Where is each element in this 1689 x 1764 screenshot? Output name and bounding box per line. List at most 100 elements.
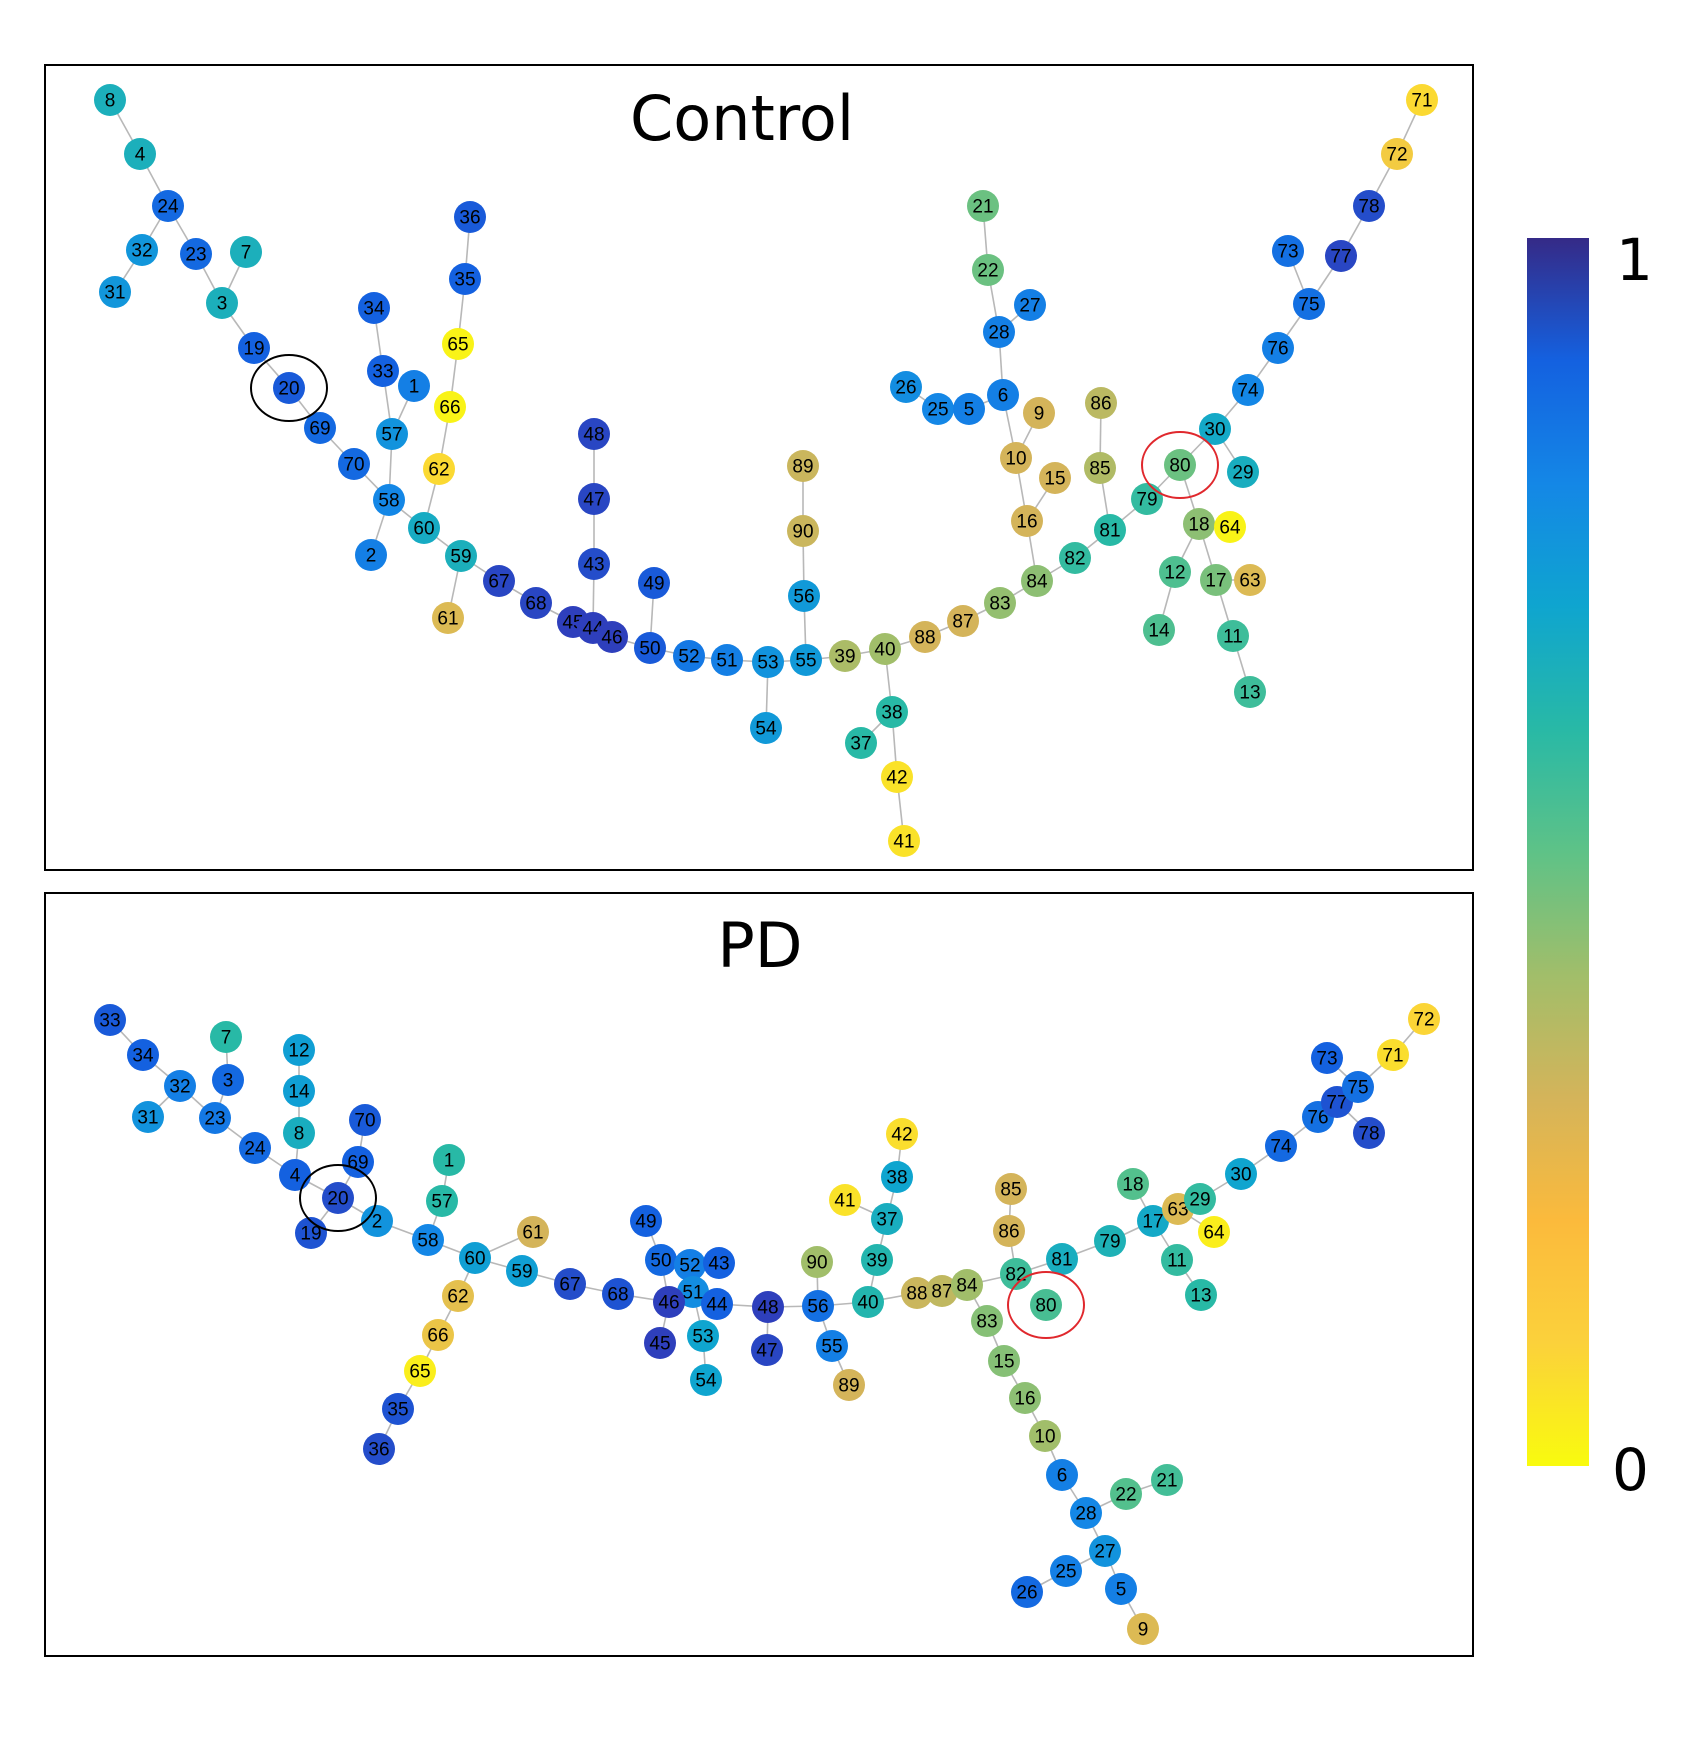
node-4: 4 [124, 138, 156, 170]
node-circle [886, 1118, 918, 1150]
panel-pd-frame [44, 892, 1474, 1657]
node-59: 59 [445, 540, 477, 572]
node-label: 50 [650, 1251, 671, 1272]
node-label: 46 [601, 628, 622, 649]
node-label: 73 [1316, 1049, 1337, 1070]
node-circle [1105, 1573, 1137, 1605]
node-label: 69 [309, 419, 330, 440]
node-89: 89 [833, 1369, 865, 1401]
node-66: 66 [422, 1319, 454, 1351]
node-label: 14 [1148, 621, 1170, 642]
node-28: 28 [1070, 1497, 1102, 1529]
node-label: 76 [1267, 339, 1288, 360]
node-circle [1199, 413, 1231, 445]
node-circle [1185, 1279, 1217, 1311]
node-52: 52 [673, 640, 705, 672]
node-24: 24 [152, 190, 184, 222]
node-circle [1030, 1289, 1062, 1321]
node-41: 41 [888, 825, 920, 857]
node-label: 34 [132, 1046, 154, 1067]
node-36: 36 [454, 201, 486, 233]
node-label: 56 [807, 1297, 828, 1318]
node-67: 67 [483, 565, 515, 597]
node-26: 26 [1011, 1576, 1043, 1608]
node-circle [1000, 442, 1032, 474]
node-label: 26 [895, 378, 916, 399]
node-circle [995, 1173, 1027, 1205]
node-circle [408, 512, 440, 544]
node-label: 8 [294, 1124, 305, 1145]
node-circle [634, 632, 666, 664]
node-circle [1050, 1555, 1082, 1587]
node-84: 84 [951, 1269, 983, 1301]
node-88: 88 [901, 1277, 933, 1309]
node-circle [1143, 614, 1175, 646]
node-circle [1161, 1244, 1193, 1276]
node-label: 7 [221, 1028, 232, 1049]
node-circle [1094, 514, 1126, 546]
node-label: 49 [643, 574, 664, 595]
node-circle [1117, 1168, 1149, 1200]
node-31: 31 [132, 1101, 164, 1133]
node-circle [1151, 1464, 1183, 1496]
node-4: 4 [279, 1159, 311, 1191]
node-label: 10 [1034, 1427, 1055, 1448]
node-circle [423, 453, 455, 485]
node-circle [1234, 564, 1266, 596]
node-label: 70 [343, 455, 364, 476]
node-circle [630, 1205, 662, 1237]
node-circle [690, 1364, 722, 1396]
node-circle [442, 328, 474, 360]
node-label: 74 [1270, 1137, 1292, 1158]
node-78: 78 [1353, 1117, 1385, 1149]
node-51: 51 [677, 1276, 709, 1308]
node-label: 35 [454, 270, 475, 291]
node-11: 11 [1217, 620, 1249, 652]
node-69: 69 [304, 412, 336, 444]
node-84: 84 [1021, 565, 1053, 597]
node-label: 4 [290, 1166, 301, 1187]
node-29: 29 [1227, 456, 1259, 488]
node-label: 90 [792, 522, 813, 543]
node-circle [802, 1290, 834, 1322]
node-70: 70 [349, 1104, 381, 1136]
node-10: 10 [1029, 1420, 1061, 1452]
node-66: 66 [434, 391, 466, 423]
node-40: 40 [852, 1286, 884, 1318]
node-46: 46 [653, 1286, 685, 1318]
node-label: 5 [1116, 1580, 1127, 1601]
node-circle [1381, 138, 1413, 170]
node-46: 46 [596, 621, 628, 653]
node-74: 74 [1265, 1130, 1297, 1162]
node-circle [361, 1205, 393, 1237]
node-circle [373, 484, 405, 516]
panel-pd-edges [109, 1018, 1425, 1630]
node-label: 56 [793, 587, 814, 608]
node-circle [398, 370, 430, 402]
node-65: 65 [404, 1355, 436, 1387]
node-40: 40 [869, 633, 901, 665]
node-label: 59 [511, 1262, 532, 1283]
panel-control-title: Control [630, 82, 854, 155]
node-3: 3 [206, 287, 238, 319]
node-label: 68 [525, 594, 546, 615]
node-circle [953, 393, 985, 425]
node-circle [449, 263, 481, 295]
node-label: 38 [886, 1168, 907, 1189]
node-3: 3 [212, 1064, 244, 1096]
node-label: 3 [223, 1071, 234, 1092]
node-label: 87 [931, 1282, 952, 1303]
node-label: 62 [447, 1287, 468, 1308]
node-label: 34 [363, 299, 385, 320]
node-circle [909, 621, 941, 653]
node-label: 21 [1156, 1471, 1177, 1492]
node-circle [1227, 456, 1259, 488]
node-25: 25 [1050, 1555, 1082, 1587]
node-10: 10 [1000, 442, 1032, 474]
node-circle [124, 138, 156, 170]
node-30: 30 [1225, 1158, 1257, 1190]
node-label: 71 [1382, 1046, 1403, 1067]
node-label: 75 [1298, 295, 1319, 316]
node-12: 12 [283, 1034, 315, 1066]
node-83: 83 [971, 1305, 1003, 1337]
